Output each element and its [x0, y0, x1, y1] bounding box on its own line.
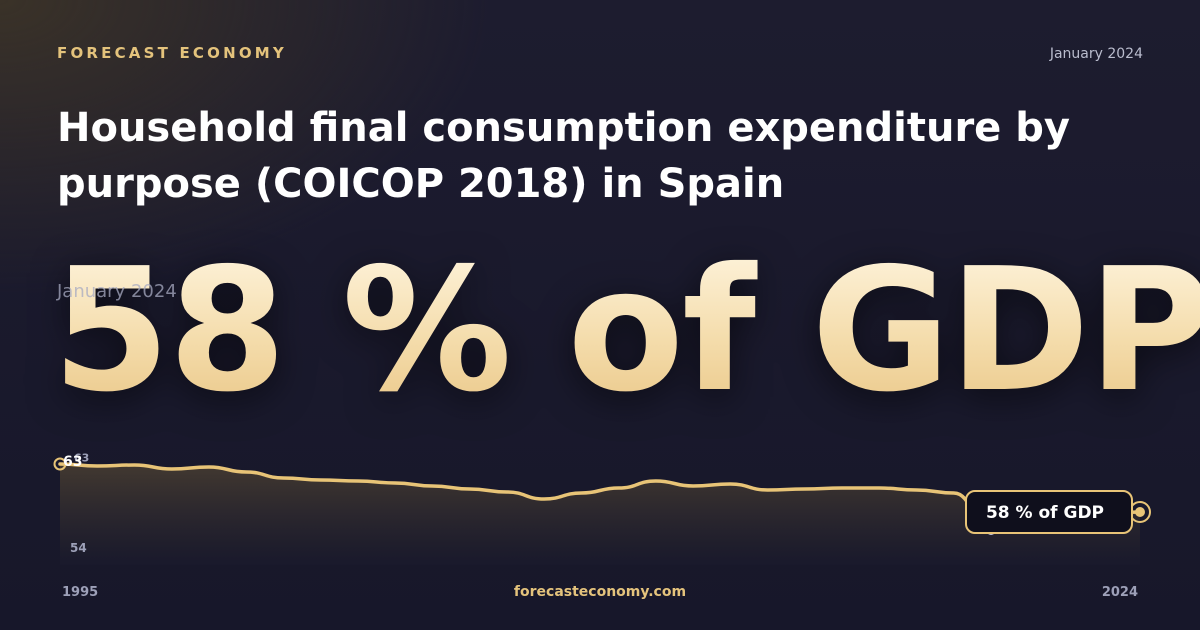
- brand-logo-text: FORECAST ECONOMY: [57, 44, 287, 62]
- y-bottom-label: 54: [70, 541, 87, 555]
- report-date: January 2024: [1049, 46, 1143, 62]
- x-axis-end-label: 2024: [1101, 585, 1138, 600]
- footer-website[interactable]: forecasteconomy.com: [513, 584, 687, 600]
- end-point-marker: [1135, 507, 1145, 517]
- headline-value: 58 % of GDP: [52, 236, 1200, 426]
- series-line: [58, 462, 1142, 532]
- headline-date: January 2024: [57, 281, 177, 302]
- y-top-label: 63: [63, 454, 82, 470]
- x-axis-start-label: 1995: [62, 585, 99, 600]
- callout-label: 58 % of GDP: [986, 503, 1104, 523]
- start-point-marker: [53, 457, 67, 471]
- callout-box: [965, 490, 1133, 534]
- y-top-label-secondary: 63: [74, 452, 89, 465]
- page-title: Household final consumption expenditure …: [57, 105, 1070, 207]
